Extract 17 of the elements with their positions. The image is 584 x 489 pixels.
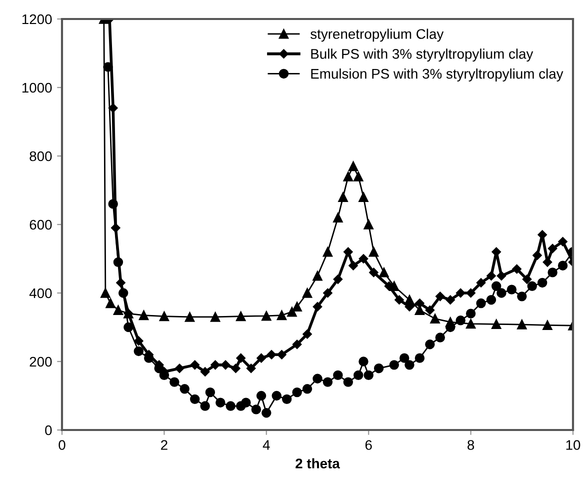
x-tick-label: 2 xyxy=(161,440,168,450)
x-tick-label: 4 xyxy=(262,440,270,450)
x-tick-label: 0 xyxy=(58,440,66,450)
y-tick-label: 800 xyxy=(30,151,52,162)
x-axis-title: 2 theta xyxy=(296,458,340,468)
legend-label: Bulk PS with 3% styryltropylium clay xyxy=(311,48,534,62)
legend-label: styrenetropylium Clay xyxy=(310,28,444,42)
legend-label: Emulsion PS with 3% styryltropylium clay xyxy=(311,68,564,82)
y-tick-label: 1000 xyxy=(22,82,52,93)
y-tick-label: 400 xyxy=(29,288,52,298)
x-tick-label: 6 xyxy=(365,440,372,450)
x-tick-label: 8 xyxy=(468,440,474,450)
y-tick-label: 0 xyxy=(45,425,52,436)
y-tick-label: 200 xyxy=(30,356,52,367)
y-tick-label: 600 xyxy=(30,220,52,230)
x-tick-label: 10 xyxy=(566,440,580,450)
y-tick-label: 1200 xyxy=(22,14,52,24)
